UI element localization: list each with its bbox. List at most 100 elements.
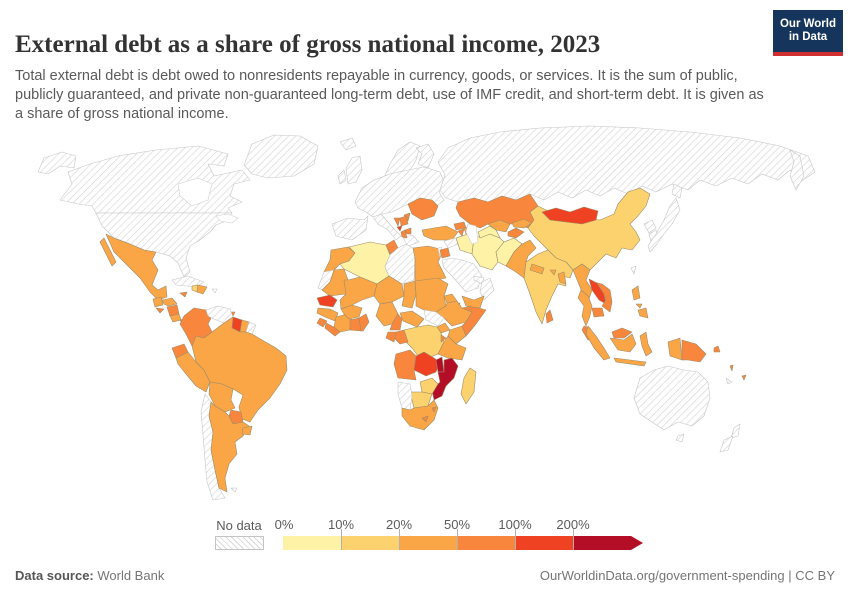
country-egypt[interactable] [412, 245, 447, 285]
country-turkmenistan[interactable] [477, 225, 501, 239]
country-south-africa[interactable] [401, 399, 439, 431]
country-saudi-arabia[interactable] [441, 257, 483, 293]
country-bolivia[interactable] [208, 381, 236, 413]
country-chad[interactable] [401, 280, 417, 309]
country-new-zealand-north[interactable] [730, 423, 741, 439]
country-liberia[interactable] [324, 322, 341, 337]
country-zambia[interactable] [413, 351, 441, 377]
territory-new-caledonia[interactable] [725, 377, 733, 385]
country-philippines-luzon[interactable] [631, 285, 641, 301]
country-mexico-baja[interactable] [99, 237, 117, 267]
country-gabon[interactable] [385, 331, 397, 343]
country-mali[interactable] [339, 276, 378, 310]
country-senegal[interactable] [316, 294, 338, 308]
country-jordan[interactable] [439, 247, 451, 259]
country-lesotho[interactable] [421, 415, 429, 423]
country-tanzania[interactable] [437, 335, 467, 361]
legend-bin-0[interactable] [283, 536, 341, 550]
country-indonesia-sumatra[interactable] [585, 325, 611, 361]
country-guatemala[interactable] [152, 296, 164, 308]
country-mexico[interactable] [105, 233, 168, 301]
legend-bin-4[interactable] [515, 536, 573, 550]
country-car[interactable] [399, 310, 425, 328]
country-thailand[interactable] [577, 289, 593, 327]
country-eswatini[interactable] [431, 406, 437, 413]
country-tajikistan[interactable] [507, 227, 525, 239]
country-alaska[interactable] [37, 151, 77, 175]
country-falklands[interactable] [230, 487, 238, 493]
country-finland[interactable] [415, 143, 435, 169]
country-sri-lanka[interactable] [545, 309, 554, 324]
country-australia-tasmania[interactable] [675, 433, 685, 443]
country-kyrgyzstan[interactable] [511, 218, 533, 229]
country-sudan[interactable] [414, 277, 449, 313]
country-papua-new-guinea[interactable] [681, 339, 707, 363]
country-madagascar[interactable] [460, 367, 477, 405]
country-cameroon[interactable] [389, 313, 403, 331]
country-zimbabwe[interactable] [419, 377, 439, 395]
country-philippines-visayas[interactable] [635, 303, 643, 309]
world-choropleth-map[interactable] [0, 120, 850, 510]
country-indonesia-java[interactable] [613, 357, 647, 367]
country-armenia[interactable] [457, 228, 465, 237]
country-japan[interactable] [647, 197, 681, 253]
country-turkey[interactable] [421, 225, 459, 241]
country-vanuatu[interactable] [729, 364, 734, 372]
country-libya[interactable] [384, 243, 416, 285]
country-ukraine[interactable] [407, 197, 439, 221]
country-fiji[interactable] [741, 374, 747, 381]
country-angola[interactable] [393, 349, 417, 381]
legend-bin-5[interactable] [573, 536, 631, 550]
country-pakistan[interactable] [505, 239, 537, 279]
country-canada[interactable] [59, 145, 251, 214]
country-el-salvador[interactable] [155, 307, 165, 314]
country-jamaica[interactable] [179, 291, 188, 298]
country-uruguay[interactable] [241, 425, 253, 436]
country-peru[interactable] [175, 351, 211, 393]
country-argentina[interactable] [208, 401, 250, 493]
country-indonesia-sulawesi[interactable] [639, 331, 653, 357]
country-malaysia-borneo[interactable] [611, 327, 633, 339]
country-mongolia[interactable] [541, 206, 599, 225]
legend-bin-2[interactable] [399, 536, 457, 550]
country-nepal[interactable] [529, 263, 545, 275]
country-australia[interactable] [633, 365, 711, 431]
country-russia[interactable] [437, 125, 816, 203]
country-kenya[interactable] [447, 325, 467, 345]
legend-bin-3[interactable] [457, 536, 515, 550]
country-honduras[interactable] [161, 297, 178, 307]
country-south-sudan[interactable] [423, 309, 445, 327]
country-botswana[interactable] [409, 391, 433, 409]
country-montenegro[interactable] [396, 225, 403, 232]
country-brazil[interactable] [191, 316, 288, 423]
country-cambodia[interactable] [591, 307, 605, 318]
country-new-zealand-south[interactable] [719, 435, 734, 453]
country-serbia[interactable] [399, 215, 409, 227]
country-philippines-mindanao[interactable] [637, 307, 649, 319]
country-bhutan[interactable] [549, 269, 557, 276]
country-dominican-republic[interactable] [196, 284, 208, 295]
country-albania[interactable] [400, 229, 408, 239]
country-oman[interactable] [479, 277, 495, 301]
country-bosnia[interactable] [393, 217, 401, 227]
country-iceland[interactable] [339, 137, 357, 151]
country-greenland[interactable] [243, 134, 319, 179]
country-north-macedonia[interactable] [404, 227, 412, 235]
country-japan-hokkaido[interactable] [671, 183, 683, 199]
country-mauritania[interactable] [321, 268, 349, 297]
country-ireland[interactable] [337, 169, 347, 185]
country-namibia[interactable] [397, 381, 413, 411]
country-vietnam[interactable] [593, 281, 613, 313]
country-niger[interactable] [373, 275, 405, 305]
country-sierra-leone[interactable] [316, 317, 328, 328]
country-united-kingdom[interactable] [345, 155, 363, 185]
country-cuba[interactable] [171, 275, 205, 288]
owid-link[interactable]: OurWorldinData.org/government-spending [539, 568, 785, 583]
country-bangladesh[interactable] [557, 271, 567, 285]
country-rwanda-burundi[interactable] [440, 334, 447, 343]
legend-bin-1[interactable] [341, 536, 399, 550]
country-puerto-rico[interactable] [211, 288, 218, 294]
country-north-korea[interactable] [643, 219, 657, 234]
country-italy[interactable] [372, 213, 402, 241]
country-yemen[interactable] [461, 295, 485, 309]
